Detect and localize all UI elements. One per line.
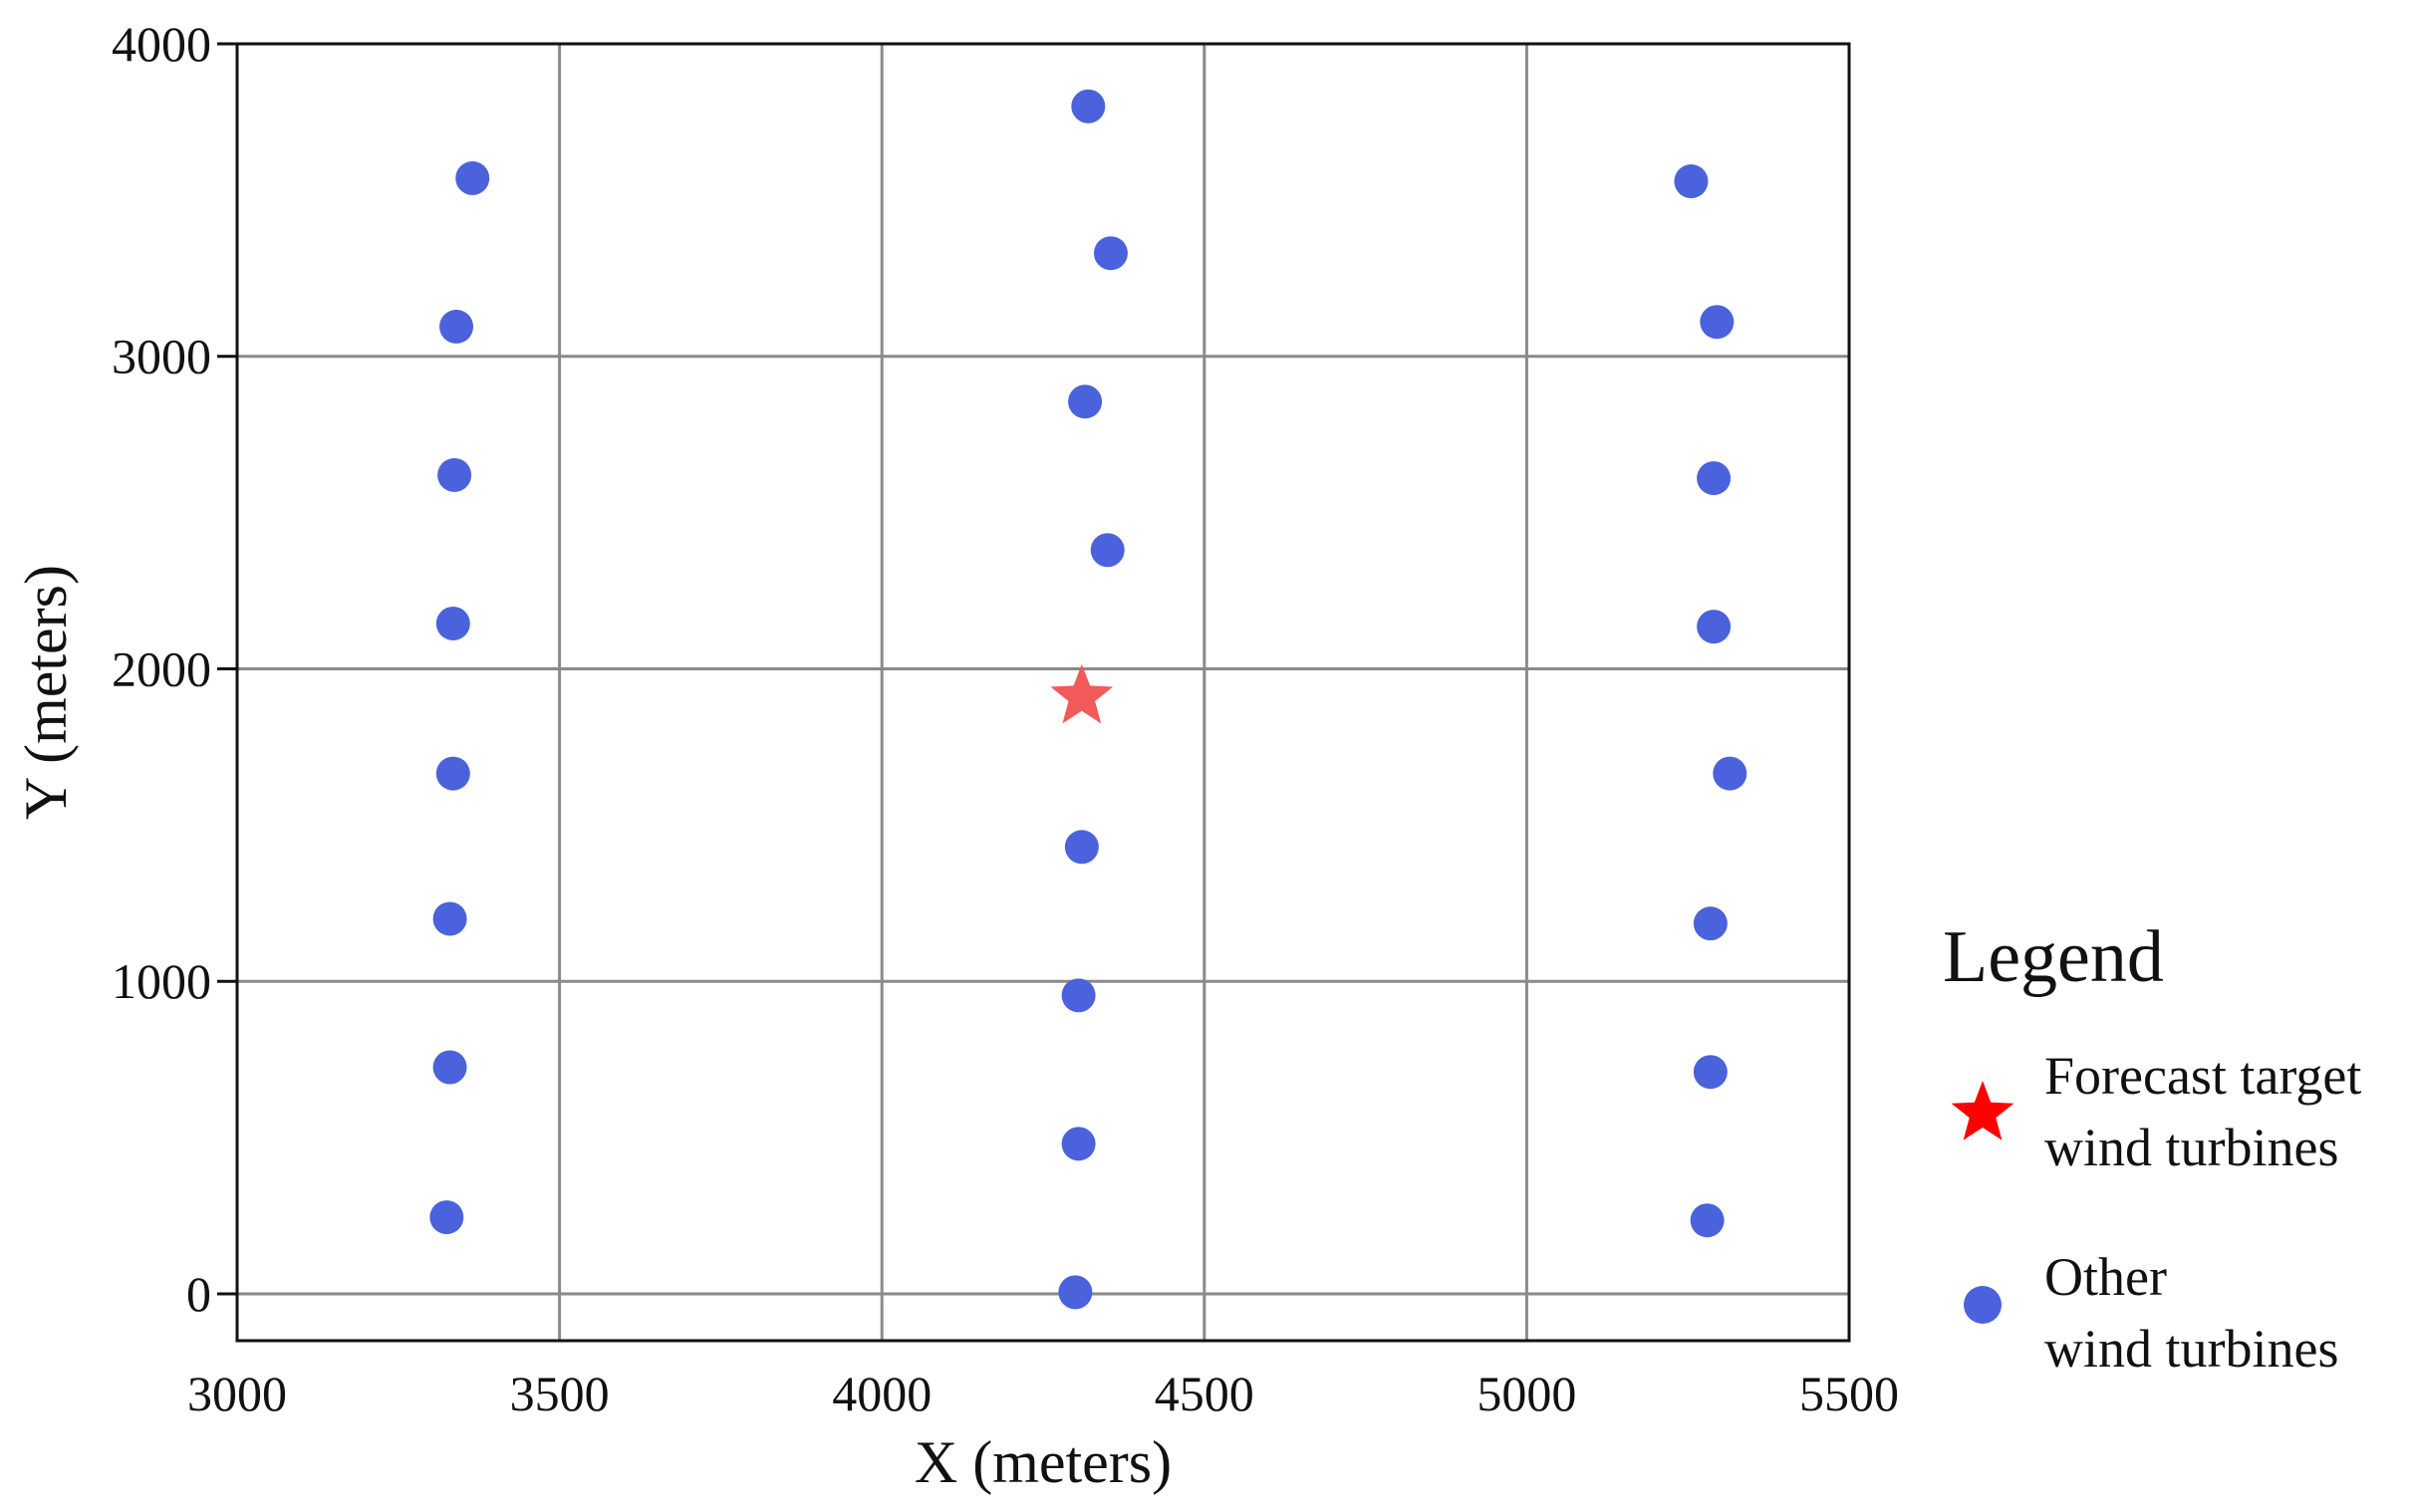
legend-label-line1: Forecast target [2044, 1046, 2361, 1106]
legend-entries: Forecast target wind turbines Other wind tu… [1951, 1046, 2361, 1379]
turbine-point [1064, 830, 1099, 865]
turbine-point [439, 309, 474, 344]
turbine-point [455, 160, 490, 195]
y-tick-label: 4000 [112, 16, 211, 72]
turbine-point [1090, 533, 1125, 568]
turbine-point [1058, 1275, 1093, 1310]
x-tick-label: 5000 [1476, 1366, 1576, 1421]
turbine-point [1690, 1203, 1725, 1238]
turbine-point [1061, 978, 1096, 1013]
axis-ticks: 3000 3500 4000 4500 5000 5500 0 1000 2000 3000 400… [112, 16, 1899, 1421]
turbine-point [1713, 756, 1747, 791]
turbine-point [1700, 305, 1735, 340]
turbine-point [1697, 610, 1732, 644]
plot-frame [235, 42, 1851, 1343]
turbine-point [1693, 906, 1728, 941]
target-turbine-star [1050, 663, 1114, 724]
x-axis-title: X (meters) [915, 1429, 1172, 1495]
turbine-point [437, 457, 472, 492]
y-tick-label: 3000 [112, 329, 211, 384]
turbine-point [1674, 164, 1709, 199]
legend-title: Legend [1943, 916, 2164, 998]
turbine-point [1068, 384, 1103, 419]
legend-label-line1: Other [2044, 1247, 2167, 1307]
y-tick-label: 1000 [112, 953, 211, 1009]
turbine-point [435, 606, 470, 640]
x-tick-label: 4500 [1155, 1366, 1254, 1421]
turbine-point [1093, 236, 1128, 271]
turbine-point [1697, 461, 1732, 496]
data-points [429, 89, 1747, 1310]
turbine-point [432, 1050, 467, 1085]
x-tick-label: 3000 [187, 1366, 287, 1421]
legend-circle-icon [1964, 1286, 2002, 1324]
y-tick-label: 0 [186, 1266, 211, 1322]
legend-label-line2: wind turbines [2044, 1118, 2338, 1177]
turbine-point [435, 756, 470, 791]
turbine-point [432, 901, 467, 936]
legend-label-line2: wind turbines [2044, 1319, 2338, 1379]
turbine-point [1693, 1055, 1728, 1090]
turbine-point [429, 1200, 464, 1235]
turbine-point [1061, 1127, 1096, 1161]
grid-lines [237, 44, 1849, 1341]
x-tick-label: 4000 [832, 1366, 932, 1421]
y-axis-title: Y (meters) [13, 565, 79, 820]
legend-star-icon [1951, 1081, 2014, 1140]
legend: Legend Forecast target wind turbines Other… [1943, 916, 2361, 1379]
y-tick-label: 2000 [112, 640, 211, 696]
x-tick-label: 3500 [510, 1366, 610, 1421]
x-tick-label: 5500 [1799, 1366, 1899, 1421]
turbine-point [1071, 89, 1106, 124]
